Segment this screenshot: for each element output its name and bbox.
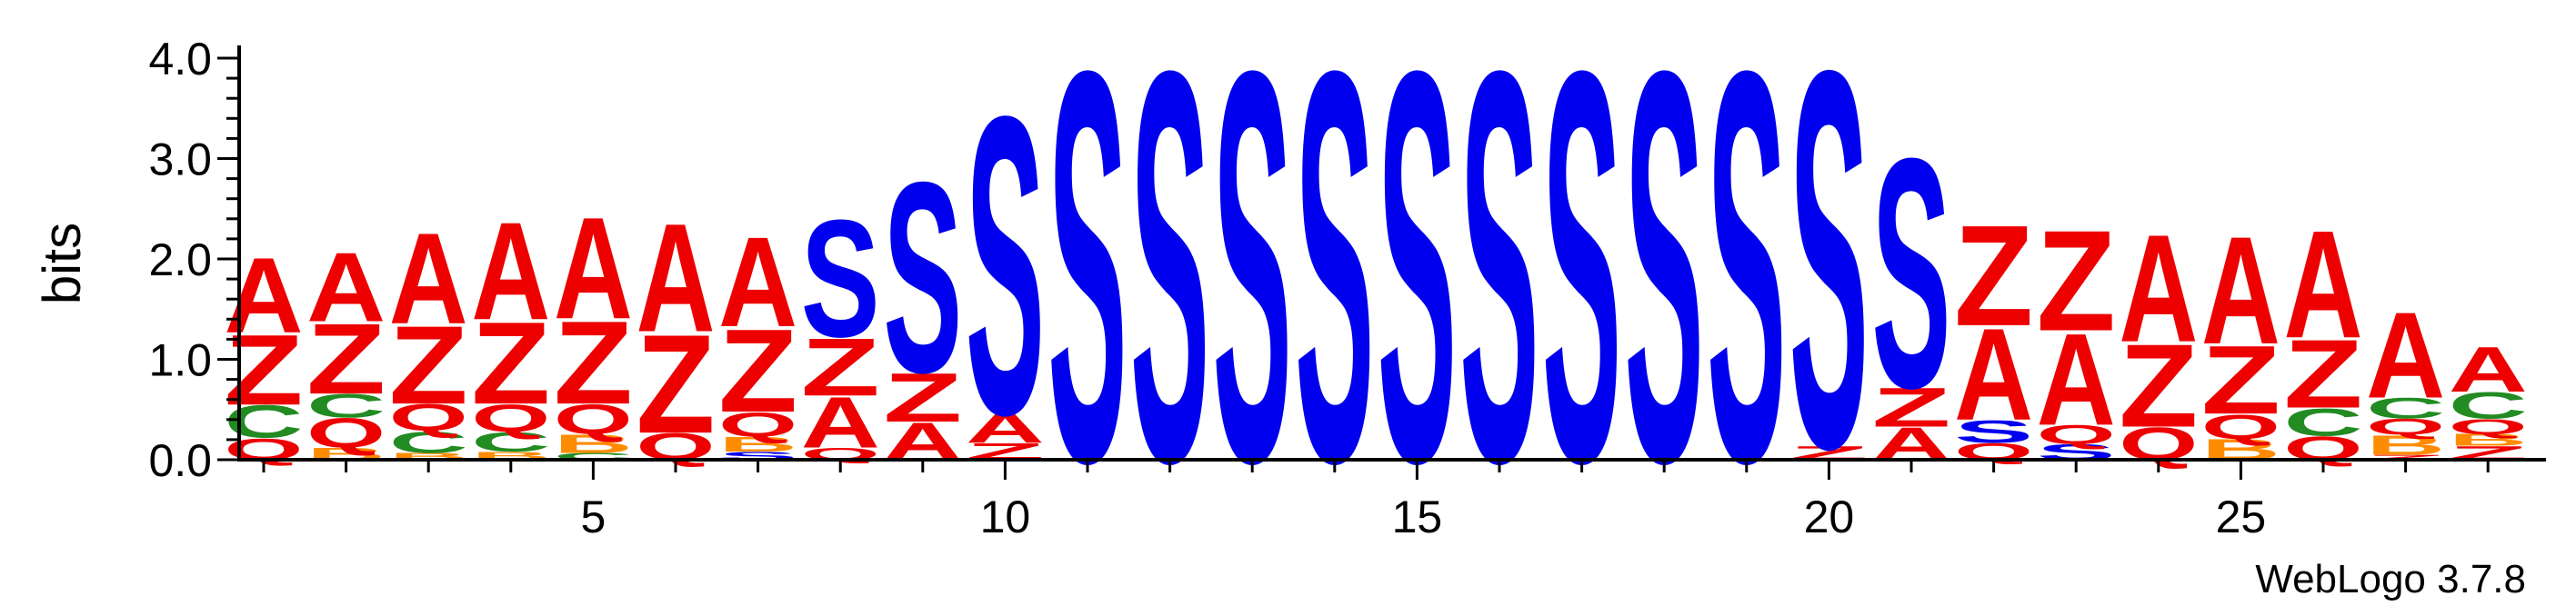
logo-letter-q: Q: [718, 405, 797, 444]
logo-letter-z: Z: [2201, 325, 2280, 434]
logo-letter-a: A: [2201, 205, 2280, 377]
logo-letter-z: Z: [801, 322, 880, 413]
logo-letter-s: S: [1130, 0, 1209, 579]
logo-letter-s: S: [1625, 0, 1704, 579]
logo-letter-c: C: [306, 387, 386, 424]
logo-letter-z: Z: [554, 296, 633, 429]
logo-letter-s: S: [801, 185, 880, 372]
logo-letter-a: A: [636, 192, 716, 365]
x-tick-label: 10: [980, 492, 1031, 542]
weblogo-version-label: WebLogo 3.7.8: [2255, 557, 2526, 601]
logo-letter-s: S: [883, 125, 962, 429]
logo-letter-a: A: [471, 194, 550, 349]
logo-letter-a: A: [2284, 199, 2363, 371]
logo-letter-z: Z: [471, 297, 550, 428]
logo-letter-s: S: [1048, 0, 1128, 579]
logo-letter-b: B: [2449, 431, 2528, 450]
logo-letter-b: B: [554, 429, 633, 459]
logo-letter-s: S: [1378, 0, 1457, 579]
logo-letter-c: C: [2366, 392, 2445, 424]
logo-letter-a: A: [2119, 204, 2198, 375]
logo-letter-c: C: [2284, 401, 2363, 444]
logo-letter-z: Z: [636, 305, 716, 463]
y-tick-label: 2.0: [148, 234, 212, 285]
logo-letter-c: C: [2449, 384, 2528, 426]
logo-letter-q: Q: [2366, 415, 2445, 440]
logo-letter-b: B: [389, 451, 468, 462]
x-tick-label: 15: [1392, 492, 1443, 542]
logo-letter-z: Z: [2366, 453, 2445, 462]
logo-letter-s: S: [1542, 0, 1621, 579]
logo-letter-s: S: [1295, 0, 1374, 579]
logo-letter-a: A: [2037, 307, 2116, 453]
logo-letter-a: A: [718, 210, 797, 353]
logo-letter-z: Z: [1872, 377, 1951, 439]
logo-letter-q: Q: [554, 396, 633, 442]
logo-letter-q: Q: [2037, 420, 2116, 449]
y-tick-label: 3.0: [148, 134, 212, 185]
logo-letter-s: S: [1460, 0, 1539, 579]
logo-letter-z: Z: [306, 303, 386, 415]
x-tick-label: 5: [580, 492, 606, 542]
logo-letter-z: Z: [389, 303, 468, 428]
logo-letter-a: A: [966, 405, 1045, 452]
logo-letter-a: A: [2366, 287, 2445, 424]
logo-letter-b: B: [2366, 430, 2445, 462]
logo-letter-z: Z: [1954, 195, 2033, 356]
logo-letter-q: Q: [2449, 415, 2528, 439]
logo-letter-a: A: [801, 382, 880, 463]
logo-letter-a: A: [306, 233, 386, 343]
logo-letter-z: Z: [2284, 319, 2363, 428]
logo-letter-a: A: [2449, 333, 2528, 405]
x-tick-label: 25: [2216, 492, 2267, 542]
logo-letter-s: S: [1213, 0, 1292, 579]
logo-letter-z: Z: [883, 359, 962, 437]
logo-letter-b: B: [718, 432, 797, 456]
logo-letter-a: A: [389, 205, 468, 351]
y-tick-label: 1.0: [148, 335, 212, 386]
logo-letter-q: Q: [389, 397, 468, 439]
axes: 0.0 1.0 2.0 3.0 4.0 5 10 15 20 25: [148, 34, 2546, 542]
logo-letter-s: S: [1872, 92, 1951, 457]
logo-letter-q: Q: [471, 396, 550, 440]
logo-letter-s: S: [1954, 414, 2033, 450]
logo-letter-a: A: [1954, 303, 2033, 449]
y-axis-title: bits: [33, 223, 92, 304]
y-tick-label: 4.0: [148, 34, 212, 84]
logo-letter-s: S: [1707, 0, 1786, 579]
logo-letter-a: A: [554, 187, 633, 349]
logo-letter-z: Z: [2119, 319, 2198, 452]
logo-letter-q: Q: [2201, 407, 2280, 446]
logo-letter-c: C: [389, 425, 468, 460]
logo-letter-q: Q: [306, 411, 386, 457]
logo-letter-z: Z: [2037, 201, 2116, 362]
y-tick-label: 0.0: [148, 435, 212, 486]
logo-letter-s: S: [966, 27, 1045, 502]
logo-letter-c: C: [554, 451, 633, 462]
logo-letter-c: C: [471, 426, 550, 458]
logo-letter-z: Z: [718, 304, 797, 437]
logo-letter-a: A: [225, 236, 304, 356]
logo-letters: QCZABQCZABCQZABCQZACBQZAQZASBQZAQAZSAZSZ…: [224, 0, 2527, 579]
x-tick-label: 20: [1804, 492, 1855, 542]
